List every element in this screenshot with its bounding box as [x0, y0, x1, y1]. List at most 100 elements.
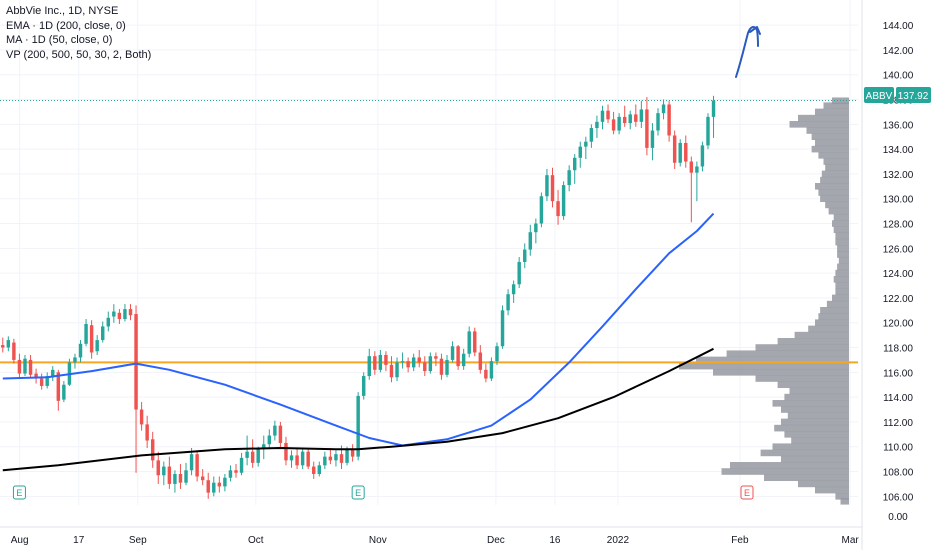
volume-profile-bar [781, 418, 849, 426]
volume-profile-bar [713, 369, 849, 376]
ticker-label: ABBV [866, 91, 893, 102]
volume-profile-bar [837, 245, 849, 252]
candle [534, 218, 538, 244]
candle-body [101, 326, 105, 341]
price-axis-label: 132.00 [883, 170, 914, 181]
candle-body [595, 121, 599, 129]
candle [306, 447, 310, 470]
candle [373, 351, 377, 375]
candle-body [384, 354, 388, 365]
candle [428, 352, 433, 374]
volume-profile-bar [777, 338, 849, 345]
candle-body [511, 284, 516, 295]
volume-profile-bar [755, 344, 849, 351]
candle [545, 168, 549, 202]
candle-body [445, 359, 449, 375]
volume-profile-bar [794, 331, 849, 339]
volume-profile-bar [781, 455, 849, 463]
candle [411, 353, 416, 372]
candle-body [634, 114, 638, 122]
candle [62, 381, 66, 403]
candle [378, 350, 383, 373]
candle-body [339, 454, 344, 463]
candle-body [228, 470, 233, 478]
legend-vp[interactable]: VP (200, 500, 50, 30, 2, Both) [6, 48, 152, 61]
candle [711, 95, 716, 138]
candle-body [173, 474, 177, 484]
candle [289, 450, 294, 468]
legend-ma[interactable]: MA · 1D (50, close, 0) [6, 34, 113, 46]
candle [156, 451, 160, 484]
candle-body [411, 357, 416, 368]
candle-body [639, 109, 644, 122]
candle [200, 469, 205, 486]
price-badge [896, 87, 931, 103]
candle-body [561, 185, 566, 217]
candle-body [128, 309, 133, 316]
volume-profile-bar [787, 412, 849, 420]
candle [367, 348, 371, 380]
candle [134, 305, 138, 473]
candle-body [78, 343, 83, 358]
candle-body [428, 356, 433, 372]
candle-body [545, 175, 549, 197]
candle [700, 141, 705, 172]
volume-profile-bar [730, 462, 849, 469]
earnings-marker: E [351, 485, 365, 500]
volume-profile-bar [777, 381, 849, 389]
candle-body [106, 317, 111, 327]
candle [489, 357, 494, 381]
candle [67, 358, 72, 386]
candle-body [234, 470, 238, 473]
candle [123, 304, 127, 322]
candle [95, 335, 99, 355]
candle [695, 161, 699, 202]
candle [167, 456, 172, 489]
volume-profile-bar [833, 226, 849, 234]
candle [84, 319, 88, 347]
candle [295, 447, 299, 470]
ticker-badge [864, 87, 894, 103]
legend: AbbVie Inc., 1D, NYSE EMA · 1D (200, clo… [6, 4, 151, 62]
candle-body [95, 340, 99, 352]
candle [178, 464, 183, 489]
candle [350, 444, 355, 462]
candle-body [695, 166, 699, 173]
volume-profile-bar [755, 375, 849, 382]
candle [639, 100, 644, 129]
candle-body [423, 362, 427, 372]
candle-body [661, 104, 666, 114]
volume-profile [679, 97, 849, 505]
candle [467, 326, 471, 358]
volume-profile-bar [820, 195, 849, 203]
candle-body [212, 482, 216, 493]
price-value: 137.92 [898, 91, 929, 102]
candle-body [506, 294, 510, 311]
arrow-stroke [735, 26, 759, 78]
price-axis-label: 116.00 [883, 368, 913, 379]
candle [578, 141, 582, 168]
candle [117, 309, 122, 324]
hand-drawn-arrow [735, 26, 761, 78]
candle-body [672, 135, 677, 163]
candle-body [361, 376, 366, 396]
candle-body [439, 358, 444, 375]
candle [495, 342, 499, 365]
candle-body [284, 443, 288, 461]
price-axis-label: 114.00 [883, 393, 913, 404]
candle [78, 340, 83, 363]
candle-body [467, 331, 471, 354]
volume-profile-bar [815, 183, 849, 190]
volume-profile-bar [835, 269, 849, 277]
candle-body [312, 466, 316, 474]
candle [611, 111, 616, 135]
candle [112, 304, 116, 323]
candle-body [1, 345, 5, 348]
price-axis-label: 144.00 [883, 21, 914, 32]
legend-ema[interactable]: EMA · 1D (200, close, 0) [6, 19, 126, 32]
candle-body [262, 444, 266, 450]
candle-body [334, 454, 338, 461]
volume-profile-bar [835, 288, 849, 296]
